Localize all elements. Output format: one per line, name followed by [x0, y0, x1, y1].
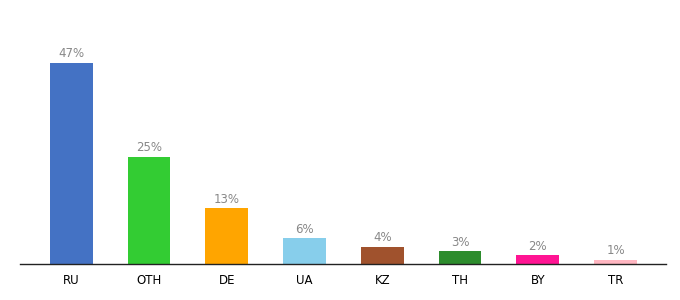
Text: 47%: 47% [58, 47, 84, 60]
Text: 6%: 6% [295, 223, 314, 236]
Text: 4%: 4% [373, 231, 392, 244]
Text: 1%: 1% [607, 244, 625, 257]
Text: 13%: 13% [214, 193, 240, 206]
Text: 25%: 25% [136, 141, 162, 154]
Bar [50, 63, 92, 264]
Text: 2%: 2% [528, 240, 547, 253]
Bar [439, 251, 481, 264]
Bar [361, 247, 404, 264]
Bar [128, 157, 170, 264]
Text: 3%: 3% [451, 236, 469, 249]
Bar [594, 260, 637, 264]
Bar [283, 238, 326, 264]
Bar [517, 255, 559, 264]
Bar [205, 208, 248, 264]
